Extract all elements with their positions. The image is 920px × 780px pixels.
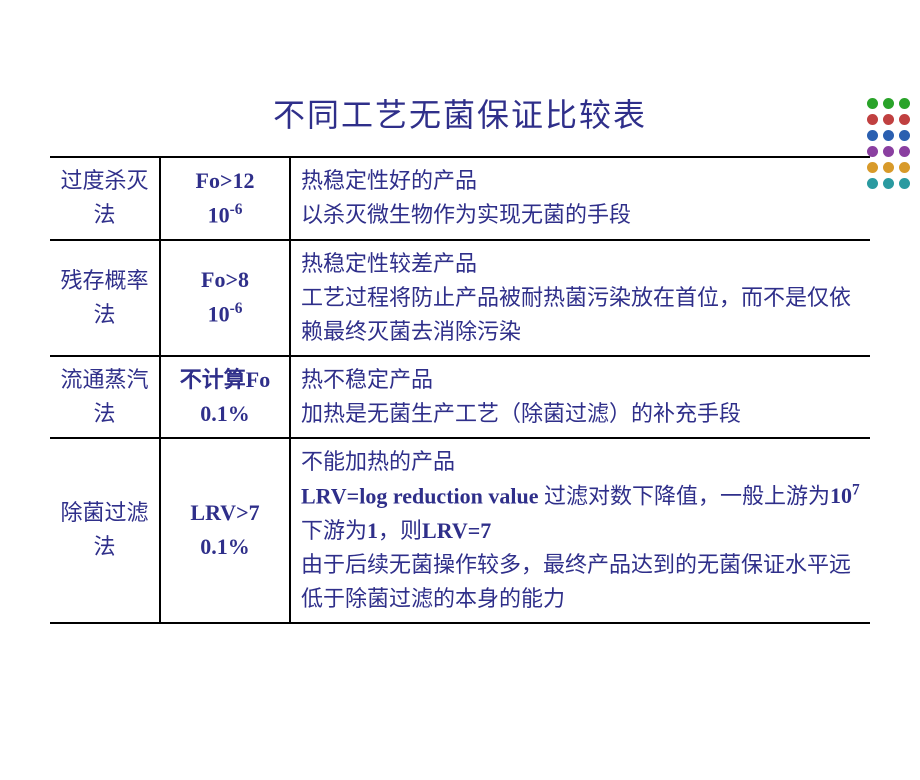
method-cell: 过度杀灭法 [50,157,160,240]
decor-dot [883,146,894,157]
param-cell: 不计算Fo0.1% [160,356,290,438]
description-cell: 热稳定性较差产品工艺过程将防止产品被耐热菌污染放在首位，而不是仅依赖最终灭菌去消… [290,240,870,356]
method-cell: 除菌过滤法 [50,438,160,623]
decor-dot [883,162,894,173]
table-row: 残存概率法Fo>810-6热稳定性较差产品工艺过程将防止产品被耐热菌污染放在首位… [50,240,870,356]
slide-title: 不同工艺无菌保证比较表 [0,90,920,136]
decor-dot [883,178,894,189]
description-cell: 热不稳定产品加热是无菌生产工艺（除菌过滤）的补充手段 [290,356,870,438]
decor-dot [867,178,878,189]
decor-dot [899,178,910,189]
description-cell: 热稳定性好的产品以杀灭微生物作为实现无菌的手段 [290,157,870,240]
decor-dot [883,114,894,125]
param-cell: Fo>1210-6 [160,157,290,240]
decorative-dot-grid [867,98,910,189]
table-row: 流通蒸汽法不计算Fo0.1%热不稳定产品加热是无菌生产工艺（除菌过滤）的补充手段 [50,356,870,438]
decor-dot [899,114,910,125]
decor-dot [899,146,910,157]
description-cell: 不能加热的产品LRV=log reduction value 过滤对数下降值，一… [290,438,870,623]
param-cell: LRV>70.1% [160,438,290,623]
table-row: 除菌过滤法LRV>70.1%不能加热的产品LRV=log reduction v… [50,438,870,623]
comparison-table-body: 过度杀灭法Fo>1210-6热稳定性好的产品以杀灭微生物作为实现无菌的手段残存概… [50,157,870,623]
decor-dot [867,130,878,141]
decor-dot [867,98,878,109]
decor-dot [883,98,894,109]
method-cell: 残存概率法 [50,240,160,356]
comparison-table: 过度杀灭法Fo>1210-6热稳定性好的产品以杀灭微生物作为实现无菌的手段残存概… [50,156,870,624]
table-row: 过度杀灭法Fo>1210-6热稳定性好的产品以杀灭微生物作为实现无菌的手段 [50,157,870,240]
param-cell: Fo>810-6 [160,240,290,356]
method-cell: 流通蒸汽法 [50,356,160,438]
decor-dot [867,162,878,173]
decor-dot [867,114,878,125]
decor-dot [883,130,894,141]
decor-dot [899,98,910,109]
decor-dot [899,162,910,173]
decor-dot [867,146,878,157]
decor-dot [899,130,910,141]
